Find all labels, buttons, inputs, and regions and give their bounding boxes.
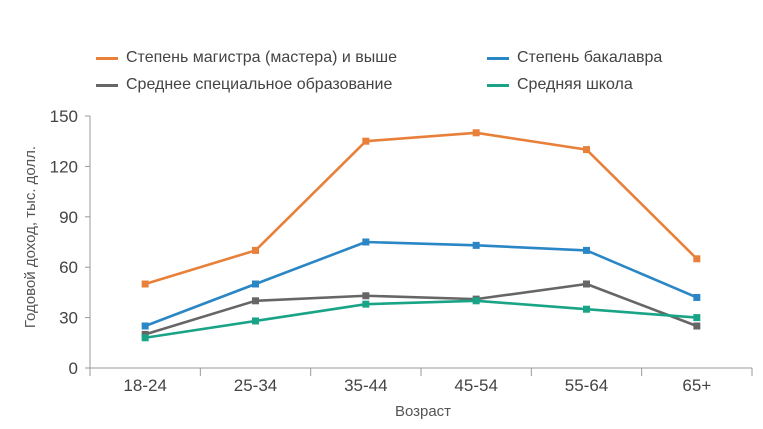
data-point: [252, 297, 259, 305]
data-point: [472, 241, 480, 249]
legend-item-masters: Степень магистра (мастера) и выше: [96, 49, 397, 67]
x-axis-label: Возраст: [395, 403, 451, 420]
y-tick-label: 60: [59, 258, 78, 277]
x-tick-label: 65+: [682, 376, 711, 395]
x-tick-label: 25-34: [234, 376, 277, 395]
legend-item-bachelors: Степень бакалавра: [487, 49, 662, 67]
legend-label: Степень магистра (мастера) и выше: [126, 49, 397, 66]
data-point: [693, 314, 701, 322]
data-point: [362, 292, 370, 300]
data-point: [583, 305, 590, 313]
data-point: [141, 280, 149, 288]
data-point: [693, 255, 701, 263]
data-point: [252, 246, 259, 254]
series-line: [144, 299, 697, 340]
x-tick-label: 55-64: [565, 376, 608, 395]
data-point: [693, 322, 701, 330]
axes: [85, 115, 753, 376]
y-tick-label: 30: [59, 309, 78, 328]
x-tick-label: 18-24: [123, 376, 166, 395]
data-point: [362, 238, 370, 246]
y-tick-label: 150: [50, 107, 78, 126]
y-tick-label: 120: [50, 157, 78, 176]
data-point: [252, 317, 259, 325]
y-axis-label: Годовой доход, тыс. долл.: [22, 146, 39, 328]
series-1: [141, 238, 701, 330]
legend-swatch: [96, 83, 118, 87]
legend-label: Степень бакалавра: [517, 49, 663, 66]
series-lines: [141, 129, 701, 342]
legend-item-vocational: Среднее специальное образование: [96, 76, 392, 94]
x-tick-label: 45-54: [454, 376, 497, 395]
series-line: [144, 131, 698, 286]
data-point: [362, 300, 370, 308]
legend-item-highschool: Средняя школа: [487, 76, 633, 94]
data-point: [693, 293, 701, 301]
series-line: [144, 282, 698, 336]
series-2: [141, 280, 701, 338]
tick-labels: 0 30 60 90 120 150 18-24 25-34 35-44 45-54 55-64 65…: [50, 107, 712, 395]
data-point: [472, 129, 480, 137]
data-point: [141, 322, 149, 330]
legend-label: Средняя школа: [517, 76, 633, 93]
data-point: [141, 334, 149, 342]
y-tick-label: 90: [59, 208, 78, 227]
data-point: [252, 280, 259, 288]
y-tick-label: 0: [69, 359, 78, 378]
data-point: [472, 297, 480, 305]
data-point: [583, 246, 590, 254]
legend-label: Среднее специальное образование: [126, 76, 393, 93]
legend-swatch: [487, 56, 509, 60]
legend-swatch: [96, 56, 118, 60]
series-0: [141, 129, 701, 288]
legend-swatch: [487, 83, 509, 87]
series-line: [144, 240, 698, 328]
x-tick-label: 35-44: [344, 376, 387, 395]
series-3: [141, 297, 701, 342]
data-point: [583, 280, 590, 288]
data-point: [583, 146, 590, 154]
data-point: [362, 137, 370, 145]
